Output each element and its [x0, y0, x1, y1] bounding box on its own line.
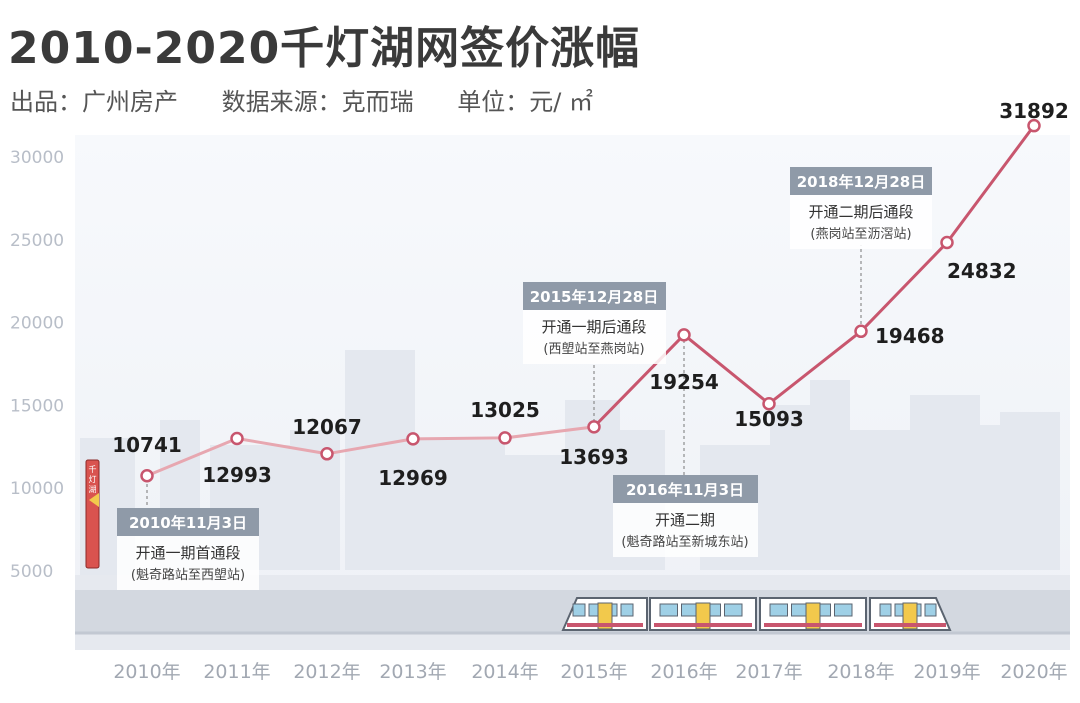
- series-segment: [325, 437, 415, 456]
- building-shape: [810, 380, 850, 570]
- x-tick-label: 2015年: [560, 661, 627, 683]
- marker-char: 灯: [89, 474, 97, 484]
- building-shape: [415, 440, 505, 570]
- qiandenghu-marker: 千灯湖: [85, 459, 100, 569]
- y-tick-label: 30000: [10, 148, 64, 168]
- price-series: [145, 124, 1036, 478]
- source-label: 数据来源：克而瑞: [221, 88, 414, 116]
- data-points: [140, 118, 1041, 483]
- series-segment: [859, 241, 949, 333]
- train-car: [869, 597, 952, 631]
- series-segment: [145, 436, 239, 478]
- y-tick-label: 5000: [10, 562, 53, 582]
- data-label: 15093: [734, 407, 804, 431]
- series-segment: [411, 436, 507, 441]
- producer-label: 出品：广州房产: [10, 88, 178, 116]
- building-shape: [770, 405, 810, 570]
- y-tick-label: 25000: [10, 231, 64, 251]
- annotation-line2: (魁奇路站至西塱站): [131, 567, 245, 583]
- series-segment: [235, 436, 329, 456]
- annotation-date: 2018年12月28日: [797, 173, 926, 191]
- annotation-line1: 开通二期后通段: [808, 203, 913, 221]
- annotation-line1: 开通一期后通段: [541, 318, 646, 336]
- subtitle: 出品：广州房产 数据来源：克而瑞 单位：元/ ㎡: [10, 82, 629, 117]
- data-point: [140, 468, 154, 483]
- x-axis: 2010年 2011年 2012年 2013年 2014年 2015年 2016年 2017年…: [113, 661, 1067, 683]
- annotation-line1: 开通二期: [655, 511, 715, 529]
- building-shape: [505, 455, 565, 570]
- series-segment: [767, 329, 863, 406]
- annotation-date: 2016年11月3日: [626, 481, 744, 499]
- x-tick-label: 2019年: [913, 661, 980, 683]
- train-car: [649, 597, 757, 631]
- data-label: 10741: [112, 433, 182, 457]
- x-tick-label: 2012年: [293, 661, 360, 683]
- annotation-line2: (西塱站至燕岗站): [543, 341, 644, 357]
- building-shape: [910, 395, 980, 570]
- data-label: 12969: [378, 466, 448, 490]
- data-label: 13025: [470, 398, 540, 422]
- data-labels: 10741 12993 12067 12969 13025 13693 19254 15093…: [112, 99, 1069, 490]
- y-tick-label: 15000: [10, 396, 64, 416]
- x-tick-label: 2011年: [203, 661, 270, 683]
- annotation-leaders: [146, 245, 862, 510]
- data-label: 19468: [875, 324, 945, 348]
- data-point: [230, 431, 244, 446]
- building-shape: [345, 350, 415, 570]
- train-car: [759, 597, 867, 631]
- data-point: [587, 420, 601, 434]
- annotation-date: 2015年12月28日: [530, 288, 659, 306]
- data-point: [854, 324, 868, 339]
- building-shape: [850, 430, 910, 570]
- marker-arrow-icon: [89, 493, 99, 507]
- x-tick-label: 2020年: [1000, 661, 1067, 683]
- annotation-line2: (魁奇路站至新城东站): [621, 534, 748, 550]
- unit-label: 单位：元/ ㎡: [457, 88, 593, 116]
- data-point: [320, 447, 334, 461]
- x-tick-label: 2018年: [827, 661, 894, 683]
- annotation-date: 2010年11月3日: [129, 514, 247, 532]
- annotation-line1: 开通一期首通段: [135, 544, 240, 562]
- series-segment: [503, 425, 596, 440]
- y-axis: 5000 10000 15000 20000 25000 30000: [10, 148, 64, 582]
- y-tick-label: 20000: [10, 314, 64, 334]
- data-label: 12067: [292, 415, 362, 439]
- train-car: [561, 597, 648, 631]
- y-tick-label: 10000: [10, 479, 64, 499]
- data-label: 12993: [202, 463, 272, 487]
- x-tick-label: 2013年: [379, 661, 446, 683]
- data-point: [940, 235, 954, 250]
- marker-char: 千: [89, 464, 97, 474]
- building-shape: [1000, 412, 1060, 570]
- series-segment: [945, 124, 1036, 245]
- annotations: 2010年11月3日开通一期首通段(魁奇路站至西塱站)2015年12月28日开通…: [117, 167, 932, 590]
- annotation-line2: (燕岗站至沥滘站): [810, 227, 911, 242]
- series-segment: [592, 333, 686, 429]
- x-tick-label: 2014年: [471, 661, 538, 683]
- data-point: [406, 432, 420, 446]
- data-label: 31892: [999, 99, 1069, 123]
- page-title: 2010-2020千灯湖网签价涨幅: [8, 23, 641, 74]
- data-label: 24832: [947, 259, 1017, 283]
- data-point: [498, 431, 512, 445]
- x-tick-label: 2016年: [650, 661, 717, 683]
- series-segment: [682, 333, 771, 406]
- data-point: [1027, 118, 1041, 133]
- data-label: 13693: [559, 445, 629, 469]
- x-tick-label: 2017年: [735, 661, 802, 683]
- metro-train-icon: [561, 597, 952, 631]
- data-point: [677, 328, 691, 342]
- marker-char: 湖: [89, 485, 97, 494]
- data-label: 19254: [649, 370, 719, 394]
- data-point: [762, 396, 776, 411]
- marker-bar: [85, 459, 100, 569]
- x-tick-label: 2010年: [113, 661, 180, 683]
